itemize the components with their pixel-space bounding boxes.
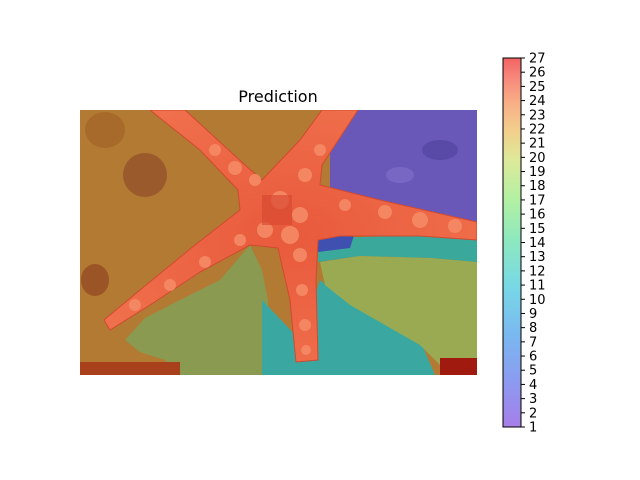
- colorbar-tick-label: 26: [529, 66, 546, 81]
- region-lower-left-algae: [125, 245, 270, 375]
- region-lower-right-algae: [320, 256, 477, 365]
- colorbar-fill: [503, 58, 521, 427]
- colorbar-tick-label: 6: [529, 350, 537, 365]
- colorbar-tick-label: 24: [529, 94, 546, 109]
- colorbar-tick-label: 12: [529, 264, 546, 279]
- region-right-middle-water: [318, 236, 477, 262]
- region-bottom-right-corner: [440, 358, 477, 375]
- colorbar-tick-label: 17: [529, 193, 546, 208]
- heatmap-image: [80, 110, 477, 375]
- colorbar-tick-label: 2: [529, 406, 537, 421]
- colorbar-tick-label: 7: [529, 335, 537, 350]
- colorbar-tick-label: 18: [529, 179, 546, 194]
- region-upper-right-rock: [330, 110, 477, 222]
- colorbar-tick-label: 4: [529, 378, 537, 393]
- colorbar: 1234567891011121314151617181920212223242…: [502, 52, 546, 436]
- colorbar-tick-label: 25: [529, 80, 546, 95]
- colorbar-tick-label: 5: [529, 364, 537, 379]
- chart-title: Prediction: [238, 87, 317, 106]
- colorbar-tick-label: 23: [529, 108, 546, 123]
- colorbar-tick-label: 27: [529, 52, 546, 67]
- colorbar-tick-label: 10: [529, 293, 546, 308]
- colorbar-tick-label: 3: [529, 392, 537, 407]
- region-bottom-left-corner: [80, 362, 180, 375]
- sediment-patch: [85, 112, 125, 148]
- starfish-tubercles: [129, 144, 462, 355]
- colorbar-tick-label: 21: [529, 137, 546, 152]
- colorbar-tick-label: 13: [529, 250, 546, 265]
- colorbar-tick-label: 1: [529, 421, 537, 436]
- colorbar-tick-label: 22: [529, 122, 546, 137]
- colorbar-frame: [502, 57, 522, 428]
- colorbar-tick-label: 15: [529, 222, 546, 237]
- colorbar-tick-label: 11: [529, 279, 546, 294]
- rock-texture: [386, 167, 414, 183]
- colorbar-tick-label: 14: [529, 236, 546, 251]
- rock-texture: [422, 140, 458, 160]
- colorbar-ticks: 1234567891011121314151617181920212223242…: [521, 52, 546, 436]
- colorbar-tick-label: 20: [529, 151, 546, 166]
- colorbar-tick-label: 16: [529, 208, 546, 223]
- starfish-center: [262, 195, 292, 225]
- colorbar-tick-label: 8: [529, 321, 537, 336]
- sediment-patch: [81, 264, 109, 296]
- colorbar-tick-label: 9: [529, 307, 537, 322]
- sediment-patch: [123, 153, 167, 197]
- colorbar-tick-label: 19: [529, 165, 546, 180]
